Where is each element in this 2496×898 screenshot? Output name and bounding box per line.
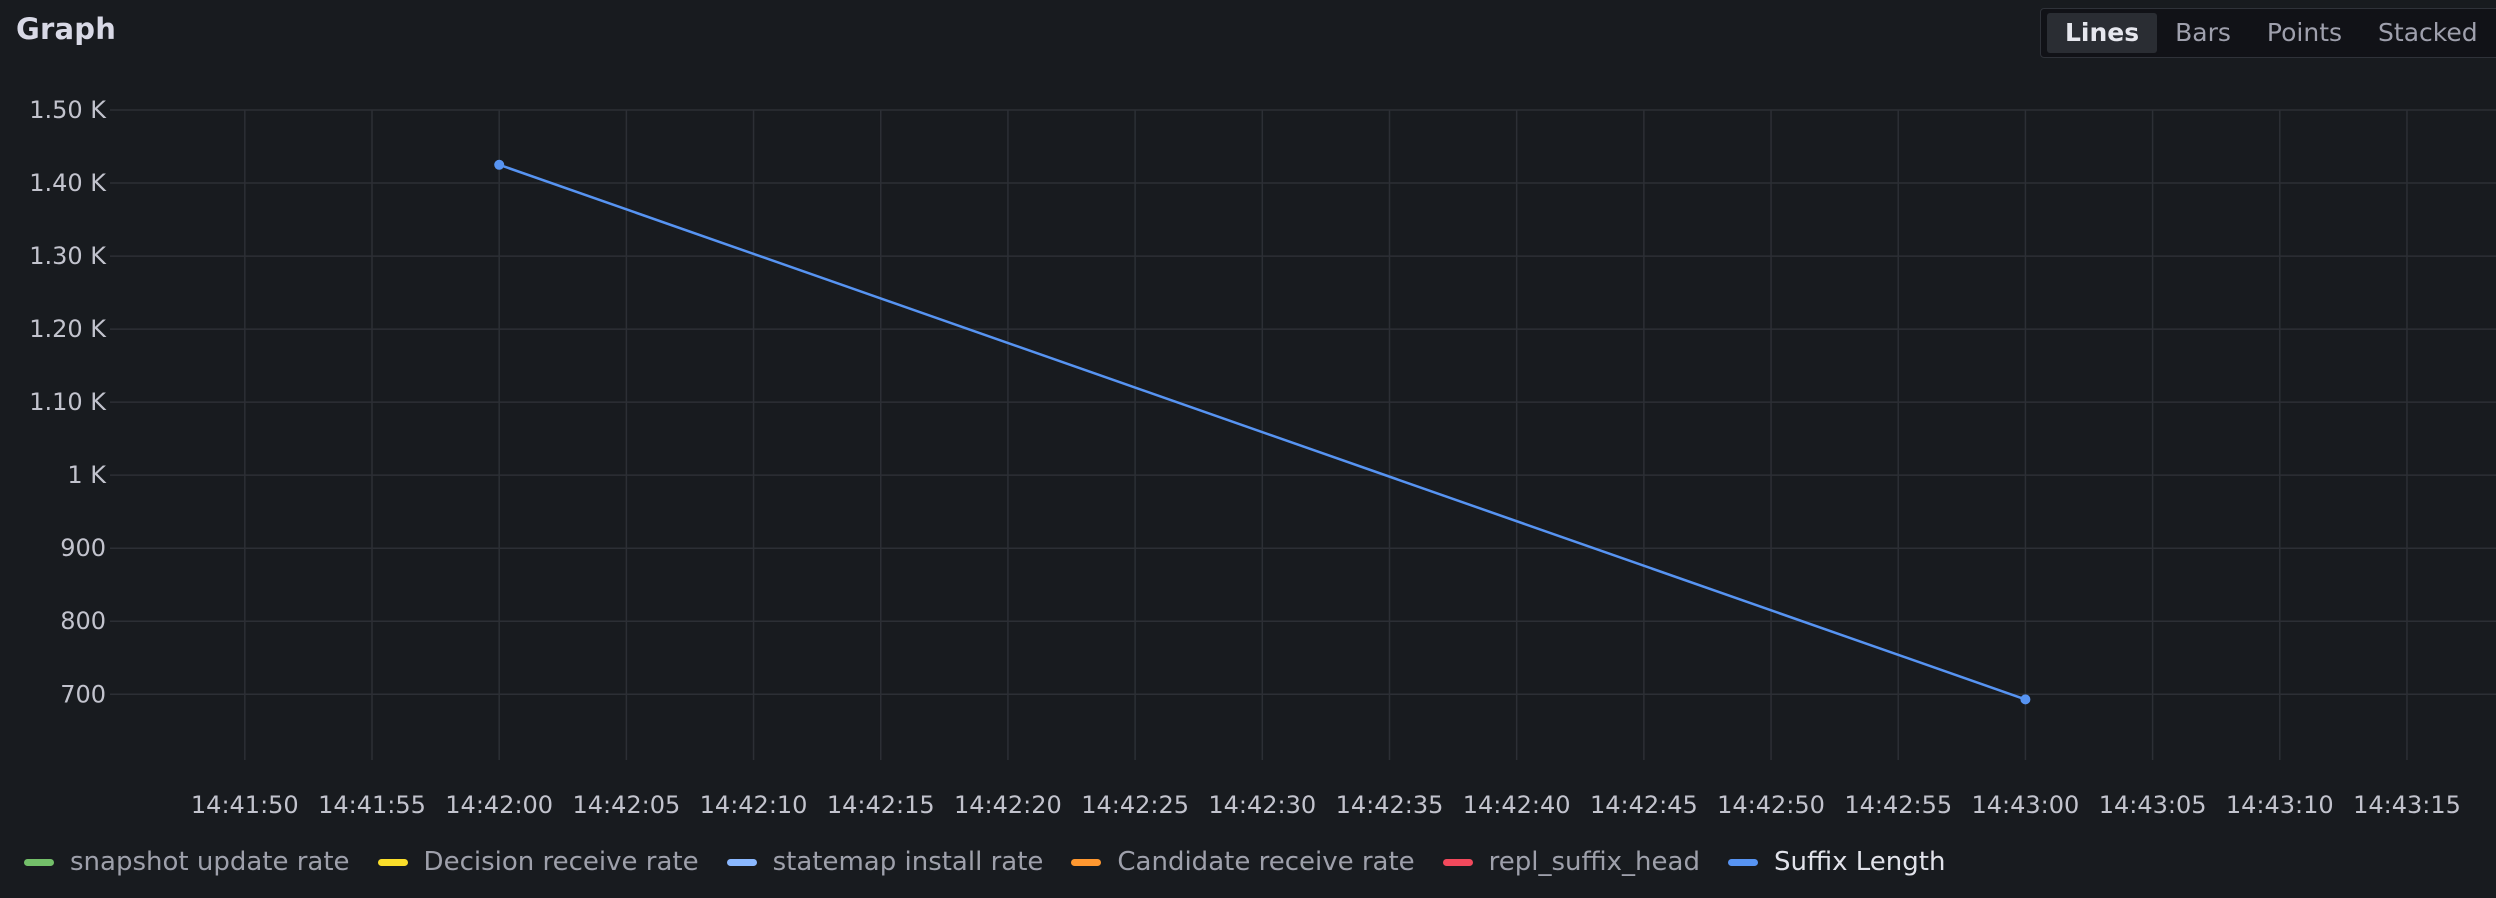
legend-item-suffix-length[interactable]: Suffix Length (1727, 847, 1946, 877)
y-tick-label: 1.40 K (29, 169, 107, 197)
x-tick-label: 14:43:05 (2099, 791, 2207, 819)
y-tick-label: 1.20 K (29, 315, 107, 343)
display-mode-switch: Lines Bars Points Stacked (2040, 8, 2496, 58)
legend-label: repl_suffix_head (1488, 847, 1700, 877)
legend-item-snapshot-update-rate[interactable]: snapshot update rate (24, 847, 350, 877)
legend-item-statemap-install-rate[interactable]: statemap install rate (726, 847, 1044, 877)
x-tick-label: 14:42:10 (700, 791, 808, 819)
x-tick-label: 14:41:55 (318, 791, 426, 819)
y-tick-label: 800 (60, 607, 106, 635)
x-tick-label: 14:43:00 (1972, 791, 2080, 819)
x-tick-label: 14:41:50 (191, 791, 299, 819)
legend-item-repl-suffix-head[interactable]: repl_suffix_head (1442, 847, 1700, 877)
x-tick-label: 14:42:35 (1336, 791, 1444, 819)
mode-lines-button[interactable]: Lines (2047, 13, 2158, 53)
x-tick-label: 14:43:15 (2353, 791, 2461, 819)
x-tick-label: 14:42:30 (1208, 791, 1316, 819)
data-point[interactable] (494, 159, 505, 170)
x-axis: 14:41:50 14:41:55 14:42:00 14:42:05 14:42:10… (191, 791, 2461, 819)
x-tick-label: 14:42:50 (1717, 791, 1825, 819)
y-tick-label: 1.10 K (29, 388, 107, 416)
legend-label: Candidate receive rate (1117, 847, 1415, 877)
legend-label: snapshot update rate (70, 847, 350, 877)
legend-swatch (1442, 858, 1473, 866)
legend-item-candidate-receive-rate[interactable]: Candidate receive rate (1071, 847, 1415, 877)
y-tick-label: 1.50 K (29, 96, 107, 124)
data-point[interactable] (2020, 694, 2031, 705)
x-tick-label: 14:42:55 (1844, 791, 1952, 819)
x-tick-label: 14:42:40 (1463, 791, 1571, 819)
mode-points-button[interactable]: Points (2266, 18, 2343, 47)
legend: snapshot update rate Decision receive rat… (24, 842, 1973, 882)
legend-swatch (24, 858, 54, 866)
legend-item-decision-receive-rate[interactable]: Decision receive rate (377, 847, 699, 877)
line-chart[interactable]: 1.50 K 1.40 K 1.30 K 1.20 K 1.10 K 1 K 900 800 7… (0, 0, 2496, 840)
grid (110, 109, 2496, 760)
x-tick-label: 14:43:10 (2226, 791, 2334, 819)
x-tick-label: 14:42:25 (1081, 791, 1189, 819)
legend-label: Suffix Length (1773, 847, 1946, 877)
y-axis: 1.50 K 1.40 K 1.30 K 1.20 K 1.10 K 1 K 900 800 7… (29, 96, 107, 708)
legend-swatch (1727, 858, 1758, 866)
x-tick-label: 14:42:05 (572, 791, 680, 819)
y-tick-label: 1 K (67, 461, 107, 489)
y-tick-label: 900 (60, 534, 106, 562)
x-tick-label: 14:42:00 (445, 791, 553, 819)
y-tick-label: 1.30 K (29, 242, 107, 270)
legend-swatch (377, 858, 408, 866)
panel-title: Graph (16, 12, 117, 46)
series-layer (494, 159, 2031, 705)
legend-label: Decision receive rate (423, 847, 699, 877)
mode-stacked-button[interactable]: Stacked (2378, 18, 2478, 47)
legend-swatch (726, 858, 757, 866)
x-tick-label: 14:42:15 (827, 791, 935, 819)
mode-bars-button[interactable]: Bars (2175, 18, 2231, 47)
legend-label: statemap install rate (772, 847, 1044, 877)
x-tick-label: 14:42:45 (1590, 791, 1698, 819)
y-tick-label: 700 (60, 680, 106, 708)
series-line-suffix-length[interactable] (498, 163, 2026, 701)
legend-swatch (1071, 858, 1102, 866)
x-tick-label: 14:42:20 (954, 791, 1062, 819)
